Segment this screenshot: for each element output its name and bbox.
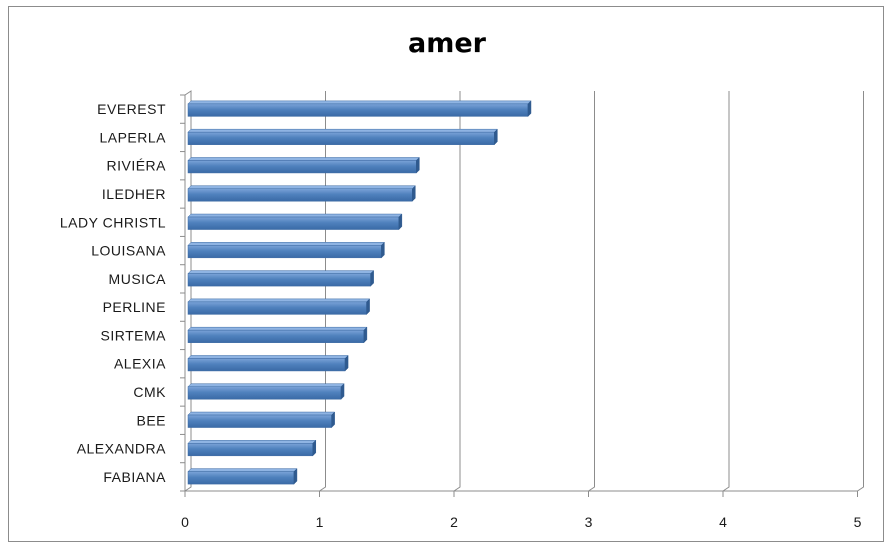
- bar: [187, 156, 420, 174]
- category-label: SIRTEMA: [101, 327, 167, 343]
- gridline: [588, 91, 595, 492]
- bar-top-face: [187, 440, 317, 444]
- bar-front-face: [187, 386, 342, 400]
- bar: [187, 241, 385, 259]
- bar-front-face: [187, 216, 400, 230]
- bar-top-face: [187, 355, 349, 359]
- category-label: PERLINE: [103, 299, 166, 315]
- bar-side-face: [344, 354, 349, 372]
- bar-front-face: [187, 103, 529, 117]
- bar-front-face: [187, 245, 382, 259]
- gridline: [319, 91, 326, 492]
- bar-side-face: [527, 100, 532, 117]
- bar: [187, 185, 416, 202]
- bar-top-face: [187, 326, 368, 331]
- bar-top-face: [187, 100, 532, 105]
- bar-side-face: [340, 383, 345, 400]
- bar-side-face: [398, 213, 403, 231]
- gridline: [857, 91, 864, 492]
- gridline: [453, 91, 461, 492]
- bar: [187, 468, 298, 485]
- bar-side-face: [312, 439, 317, 457]
- category-label: MUSICA: [109, 271, 167, 287]
- bar-side-face: [331, 411, 335, 429]
- bar-front-face: [187, 160, 417, 174]
- bar-side-face: [494, 128, 498, 146]
- bar-front-face: [187, 443, 314, 457]
- category-label: ALEXANDRA: [77, 441, 166, 457]
- category-label: ALEXIA: [114, 356, 166, 372]
- category-label: LAPERLA: [99, 129, 166, 145]
- bar-front-face: [187, 188, 413, 202]
- category-label: LOUISANA: [91, 243, 166, 259]
- grid-layer: [180, 90, 864, 497]
- bar-front-face: [187, 273, 371, 287]
- bar-top-face: [187, 185, 416, 189]
- bar-top-face: [187, 298, 371, 303]
- bar: [187, 383, 345, 400]
- bar-side-face: [293, 468, 298, 485]
- bars-layer: [187, 100, 532, 485]
- bar-top-face: [187, 270, 375, 274]
- chart-title: amer: [408, 28, 486, 59]
- labels-layer: 0 1 2 3 4 5 EVEREST LAPERLA RIVIÉRA ILEDHER LADY C…: [60, 101, 862, 530]
- category-label: ILEDHER: [102, 186, 166, 202]
- bar-side-face: [381, 241, 385, 259]
- bar: [187, 354, 349, 372]
- bar-top-face: [187, 213, 403, 218]
- category-label: CMK: [133, 384, 166, 400]
- x-tick-label: 0: [181, 514, 189, 530]
- axis-wall: [184, 90, 192, 492]
- bar-side-face: [366, 298, 370, 315]
- x-tick-label: 1: [316, 514, 324, 530]
- bar-side-face: [416, 156, 420, 174]
- bar-front-face: [187, 471, 295, 485]
- bar-side-face: [363, 326, 368, 344]
- bar-top-face: [187, 468, 298, 472]
- bar: [187, 213, 403, 231]
- category-label: EVEREST: [97, 101, 166, 117]
- bar: [187, 326, 368, 344]
- bar-front-face: [187, 358, 346, 372]
- bar: [187, 100, 532, 117]
- x-tick-label: 2: [450, 514, 458, 530]
- category-label: RIVIÉRA: [106, 158, 166, 174]
- bar-front-face: [187, 301, 367, 315]
- gridline: [722, 91, 730, 492]
- category-label: FABIANA: [103, 469, 166, 485]
- bar-front-face: [187, 329, 365, 343]
- bar-top-face: [187, 157, 420, 161]
- bar-front-face: [187, 131, 495, 145]
- category-label: LADY CHRISTL: [60, 214, 166, 230]
- bar-top-face: [187, 128, 498, 133]
- bar: [187, 128, 498, 146]
- x-tick-label: 4: [719, 514, 727, 530]
- bar: [187, 298, 371, 315]
- category-label: BEE: [136, 412, 166, 428]
- chart-frame: [8, 6, 884, 542]
- bar-side-face: [370, 270, 374, 287]
- x-tick-label: 5: [854, 514, 862, 530]
- bar-top-face: [187, 411, 336, 416]
- bar: [187, 270, 375, 287]
- bar: [187, 411, 336, 429]
- bar-side-face: [412, 185, 416, 202]
- bar: [187, 439, 317, 457]
- x-tick-label: 3: [585, 514, 593, 530]
- bar-front-face: [187, 414, 332, 428]
- bar-top-face: [187, 242, 385, 246]
- bar-top-face: [187, 383, 345, 387]
